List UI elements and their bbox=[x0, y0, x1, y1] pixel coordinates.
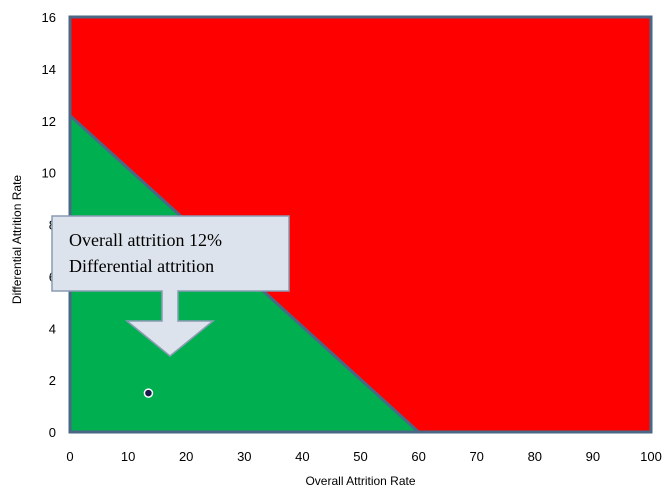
region-unacceptable bbox=[70, 17, 651, 432]
y-tick-label: 16 bbox=[42, 10, 56, 25]
x-axis-title: Overall Attrition Rate bbox=[305, 474, 415, 488]
y-axis-title: Differential Attrition Rate bbox=[10, 175, 24, 305]
y-tick-label: 2 bbox=[49, 373, 56, 388]
y-tick-label: 0 bbox=[49, 425, 56, 440]
x-tick-label: 70 bbox=[469, 449, 483, 464]
y-tick-label: 12 bbox=[42, 114, 56, 129]
x-tick-label: 30 bbox=[237, 449, 251, 464]
x-tick-label: 10 bbox=[121, 449, 135, 464]
x-axis-ticks: 0 10 20 30 40 50 60 70 80 90 100 bbox=[66, 449, 661, 464]
callout-arrow-box bbox=[51, 215, 290, 357]
callout-line-2: Differential attrition bbox=[69, 256, 214, 276]
x-tick-label: 0 bbox=[66, 449, 73, 464]
callout-line-1: Overall attrition 12% bbox=[69, 230, 222, 250]
callout-annotation: Overall attrition 12% Differential attri… bbox=[51, 215, 290, 357]
x-tick-label: 40 bbox=[295, 449, 309, 464]
x-tick-label: 20 bbox=[179, 449, 193, 464]
y-tick-label: 10 bbox=[42, 166, 56, 181]
y-tick-label: 4 bbox=[49, 321, 56, 336]
x-tick-label: 50 bbox=[353, 449, 367, 464]
x-tick-label: 80 bbox=[528, 449, 542, 464]
y-tick-label: 14 bbox=[42, 62, 56, 77]
x-tick-label: 60 bbox=[411, 449, 425, 464]
data-point bbox=[143, 388, 154, 398]
x-tick-label: 100 bbox=[640, 449, 662, 464]
x-tick-label: 90 bbox=[586, 449, 600, 464]
